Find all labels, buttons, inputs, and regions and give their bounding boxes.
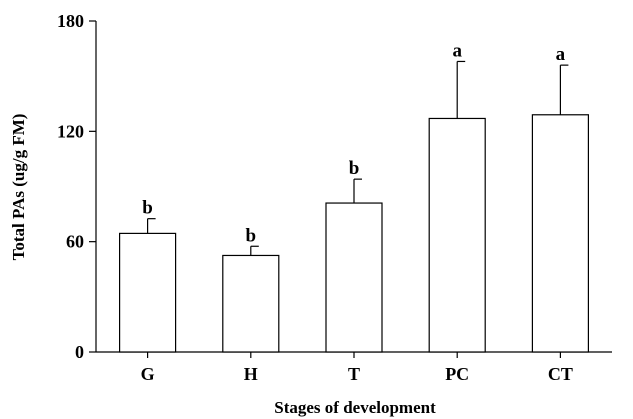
labels: b Gb Hb Ta PC a CT [141,40,573,384]
significance-label: a [556,44,566,65]
x-tick-label: G [141,364,155,384]
significance-label: b [246,225,257,246]
y-axis-title: Total PAs (ug/g FM) [9,114,28,261]
significance-label: a [452,40,462,61]
axes: 0 60 120 180 [57,11,612,362]
y-tick-label: 180 [57,11,84,31]
bar [325,202,383,353]
y-tick-label: 0 [75,342,84,362]
x-tick-label: CT [548,364,573,384]
y-tick-label: 120 [57,121,84,141]
significance-label: b [349,158,360,179]
bar [531,114,590,353]
bar [428,117,486,353]
bars [118,60,590,353]
x-tick-label: T [348,364,360,384]
x-tick-label: PC [445,364,469,384]
x-tick-label: H [244,364,258,384]
y-tick-label: 60 [66,232,84,252]
significance-label: b [142,198,153,219]
bar [118,232,177,353]
x-axis-title: Stages of development [274,398,436,417]
bar [222,254,280,353]
